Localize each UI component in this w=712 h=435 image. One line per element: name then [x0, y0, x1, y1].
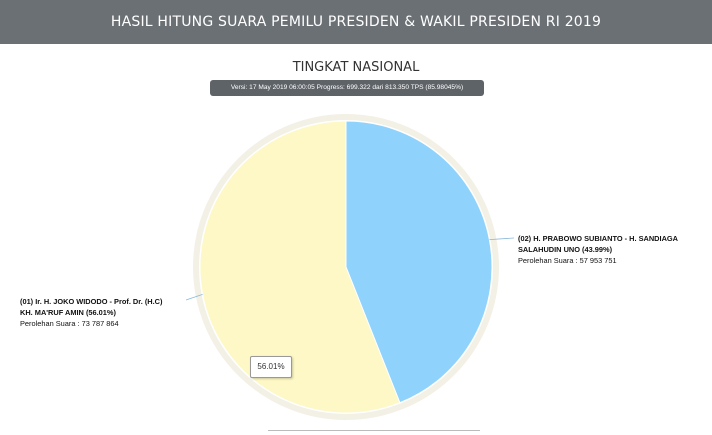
- page-title: HASIL HITUNG SUARA PEMILU PRESIDEN & WAK…: [110, 14, 602, 30]
- slice-label-01-line1: (01) Ir. H. JOKO WIDODO - Prof. Dr. (H.C…: [20, 297, 163, 306]
- slice-votes-01: Perolehan Suara : 73 787 864: [20, 319, 119, 328]
- slice-label-01-line2: KH. MA'RUF AMIN (56.01%): [20, 308, 116, 317]
- leader-line-01: [185, 294, 203, 301]
- slice-label-01: (01) Ir. H. JOKO WIDODO - Prof. Dr. (H.C…: [20, 296, 200, 329]
- slice-label-02-line1: (02) H. PRABOWO SUBIANTO - H. SANDIAGA: [518, 234, 678, 243]
- version-progress-badge: Versi: 17 May 2019 06:00:05 Progress: 69…: [210, 80, 484, 96]
- pie-slice-01[interactable]: [199, 120, 401, 414]
- pie-slice-02[interactable]: [345, 120, 493, 404]
- slice-label-02-line2: SALAHUDIN UNO (43.99%): [518, 245, 613, 254]
- slice-votes-02: Perolehan Suara : 57 953 751: [518, 256, 617, 265]
- bottom-divider: [268, 430, 480, 431]
- pie-outer-ring: [193, 114, 499, 420]
- slice-label-02: (02) H. PRABOWO SUBIANTO - H. SANDIAGA S…: [518, 233, 698, 266]
- chart-subtitle: TINGKAT NASIONAL: [292, 60, 420, 75]
- leader-line-02: [489, 237, 515, 240]
- slice-tooltip: 56.01%: [250, 356, 292, 378]
- page-header: HASIL HITUNG SUARA PEMILU PRESIDEN & WAK…: [0, 0, 712, 44]
